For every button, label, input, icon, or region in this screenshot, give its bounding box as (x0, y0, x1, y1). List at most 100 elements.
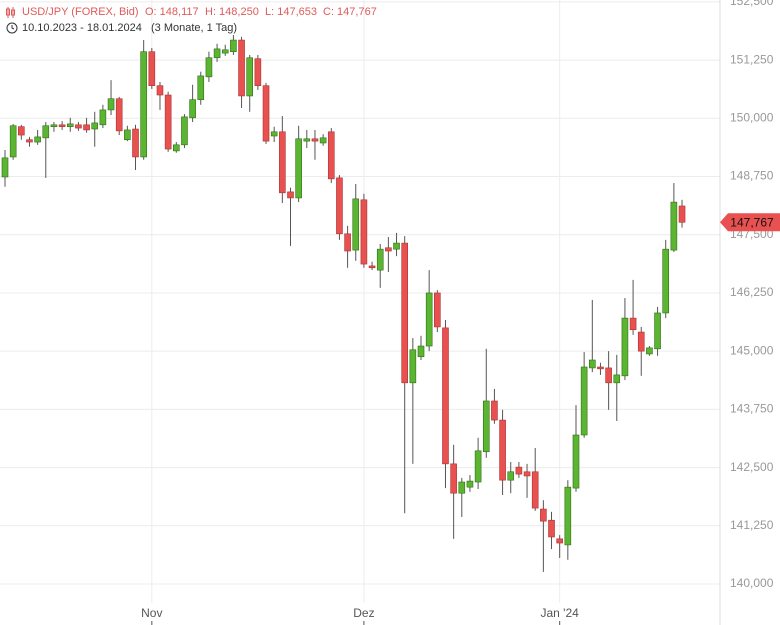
period: (3 Monate, 1 Tag) (151, 22, 237, 34)
candle-body (132, 128, 139, 158)
candle-body (629, 317, 637, 331)
candle-body (491, 400, 498, 421)
candle-body (360, 199, 368, 265)
x-tick-label: Nov (141, 606, 162, 620)
candle-body (637, 331, 645, 352)
candle-body (287, 191, 294, 199)
candle-body (368, 265, 376, 269)
quote-high: H: 148,250 (205, 6, 259, 18)
y-tick-label: 140,000 (730, 576, 774, 590)
candle-body (621, 317, 629, 377)
quote-low: L: 147,653 (265, 6, 317, 18)
date-range: 10.10.2023 - 18.01.2024 (22, 22, 142, 34)
candle-body (409, 349, 417, 384)
candle-body (205, 57, 213, 78)
y-tick-label: 145,000 (730, 343, 774, 357)
x-tick-label: Dez (353, 606, 374, 620)
candle-body (254, 58, 262, 86)
candle-body (352, 198, 360, 251)
candle-body (83, 124, 90, 131)
candle-body (662, 248, 670, 314)
candle-body (531, 471, 539, 509)
candle-body (336, 177, 343, 235)
candle-body (458, 481, 466, 494)
candle-body (678, 205, 686, 223)
candle-body (279, 131, 286, 194)
candle-body (319, 137, 327, 144)
candle-body (1, 157, 9, 178)
y-tick-label: 148,750 (730, 169, 774, 183)
candle-body (417, 345, 425, 358)
quote-close: C: 147,767 (323, 6, 377, 18)
candle-body (246, 57, 254, 97)
candle-body (572, 434, 580, 489)
candle-body (42, 125, 50, 139)
y-tick-label: 142,500 (730, 460, 774, 474)
candle-body (466, 480, 474, 488)
candle-body (613, 374, 621, 384)
candle-body (91, 122, 99, 130)
candle-body (156, 85, 164, 96)
y-tick-label: 146,250 (730, 285, 774, 299)
candle-body (548, 519, 555, 538)
candle-body (75, 124, 82, 129)
last-price-label: 147,767 (730, 215, 774, 229)
candle-body (66, 123, 74, 127)
candle-body (482, 400, 490, 453)
clock-icon (6, 22, 18, 34)
candle-body (238, 39, 245, 97)
candle-body (124, 129, 131, 141)
candle-body (589, 359, 596, 369)
candle-body (26, 139, 33, 143)
candle-body (58, 124, 66, 127)
candle-body (646, 347, 653, 355)
candle-body (115, 98, 123, 132)
candle-body (197, 75, 205, 100)
candle-body (344, 233, 351, 252)
candle-body (107, 98, 115, 111)
x-tick-label: Jan '24 (541, 606, 580, 620)
candle-icon (6, 7, 15, 18)
candle-body (189, 99, 196, 119)
instrument-title: USD/JPY (FOREX, Bid) (22, 6, 139, 18)
candle-body (580, 366, 588, 436)
candle-body (164, 94, 172, 150)
y-tick-label: 150,000 (730, 110, 774, 124)
candle-body (523, 471, 531, 477)
candle-body (213, 48, 221, 59)
candle-body (50, 124, 58, 127)
candle-body (556, 538, 563, 544)
candle-body (434, 292, 441, 328)
candle-body (442, 327, 449, 465)
candle-body (270, 131, 278, 137)
candle-body (401, 242, 408, 384)
candle-body (18, 126, 25, 136)
candle-body (221, 49, 229, 54)
candle-body (425, 292, 433, 347)
candle-body (181, 116, 188, 146)
y-tick-label: 152,500 (730, 0, 774, 8)
candle-body (376, 248, 384, 271)
candle-body (564, 486, 572, 546)
candle-body (295, 138, 302, 199)
candle-body (230, 39, 237, 52)
candle-body (499, 419, 506, 481)
candle-body (474, 450, 482, 483)
candle-body (540, 508, 547, 522)
candle-body (140, 51, 147, 158)
header: USD/JPY (FOREX, Bid) O: 148,117 H: 148,2… (6, 6, 377, 34)
candle-body (515, 466, 523, 475)
candle-body (507, 471, 515, 481)
candle-body (311, 138, 319, 142)
y-tick-label: 143,750 (730, 402, 774, 416)
candle-body (327, 131, 335, 180)
candle-body (654, 312, 661, 350)
candle-body (303, 138, 311, 142)
candle-body (597, 366, 604, 370)
candle-body (385, 247, 392, 252)
candle-body (148, 51, 156, 86)
last-price-tag (720, 213, 780, 232)
y-tick-label: 141,250 (730, 518, 774, 532)
candle-body (172, 144, 180, 152)
